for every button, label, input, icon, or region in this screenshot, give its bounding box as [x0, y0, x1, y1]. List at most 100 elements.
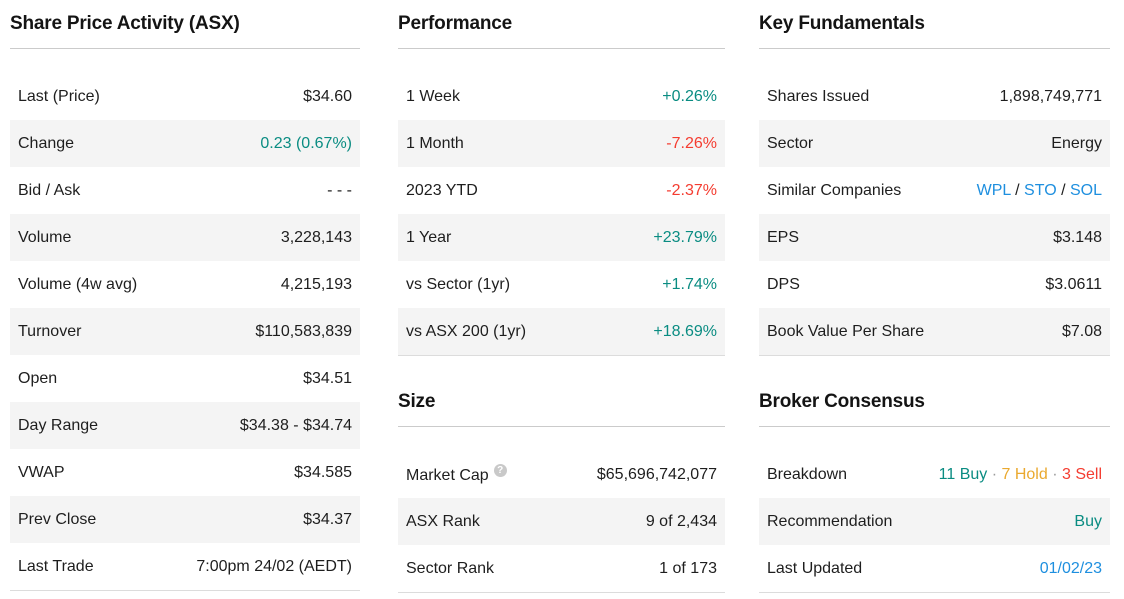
table-row: Last Trade 7:00pm 24/02 (AEDT) [10, 543, 360, 590]
row-value: $34.37 [303, 510, 352, 528]
section-title: Size [398, 390, 725, 427]
section-performance: Performance 1 Week +0.26% 1 Month -7.26% 2023… [398, 12, 725, 356]
row-label-text: Volume [18, 228, 72, 246]
table-row: EPS $3.148 [759, 214, 1110, 261]
row-label: DPS [767, 276, 800, 294]
row-label-text: Last (Price) [18, 87, 100, 105]
row-label-text: Turnover [18, 322, 82, 340]
section-rows: 1 Week +0.26% 1 Month -7.26% 2023 YTD -2.37% 1… [398, 73, 725, 356]
row-label-text: 1 Month [406, 134, 464, 152]
row-label-text: vs Sector (1yr) [406, 275, 511, 293]
slash-separator: / [1056, 181, 1070, 199]
table-row: Shares Issued 1,898,749,771 [759, 73, 1110, 120]
row-label: Day Range [18, 417, 98, 435]
table-row: vs Sector (1yr) +1.74% [398, 261, 725, 308]
slash-separator: / [1010, 181, 1025, 199]
row-label: 1 Year [406, 229, 451, 247]
table-row: Last Updated 01/02/23 [759, 545, 1110, 592]
column-performance-size: Performance 1 Week +0.26% 1 Month -7.26% 2023… [398, 12, 725, 593]
row-value: +0.26% [662, 87, 717, 105]
table-row: Market Cap? $65,696,742,077 [398, 451, 725, 498]
table-row: VWAP $34.585 [10, 449, 360, 496]
table-row: Sector Energy [759, 120, 1110, 167]
row-value: 11 Buy · 7 Hold · 3 Sell [939, 466, 1102, 484]
table-row: Change 0.23 (0.67%) [10, 120, 360, 167]
row-label: Change [18, 135, 74, 153]
row-value: - - - [327, 181, 352, 199]
similar-company-link-wpl[interactable]: WPL [976, 181, 1011, 199]
row-label-text: ASX Rank [406, 512, 480, 530]
similar-company-link-sto[interactable]: STO [1024, 181, 1057, 199]
row-value: -7.26% [666, 134, 717, 152]
section-broker-consensus: Broker Consensus Breakdown 11 Buy · 7 Hold… [759, 390, 1110, 593]
row-value: +18.69% [653, 322, 717, 340]
row-label: Sector Rank [406, 560, 494, 578]
row-value: -2.37% [666, 181, 717, 199]
row-label: Market Cap? [406, 464, 507, 485]
row-label-text: 1 Year [406, 228, 452, 246]
row-value: 1 of 173 [659, 559, 717, 577]
row-value: 0.23 (0.67%) [260, 134, 352, 152]
row-value: Buy [1074, 512, 1102, 530]
similar-company-link-sol[interactable]: SOL [1069, 181, 1102, 199]
row-value: 7:00pm 24/02 (AEDT) [196, 557, 352, 575]
table-row: Volume (4w avg) 4,215,193 [10, 261, 360, 308]
row-value: $3.148 [1053, 228, 1102, 246]
row-label: ASX Rank [406, 513, 480, 531]
row-label-text: Sector Rank [406, 559, 495, 577]
row-label: Open [18, 370, 57, 388]
table-row: Day Range $34.38 - $34.74 [10, 402, 360, 449]
row-label: Last Updated [767, 560, 862, 578]
row-label: Turnover [18, 323, 81, 341]
row-label-text: Recommendation [767, 512, 893, 530]
section-rows: Market Cap? $65,696,742,077 ASX Rank 9 of 2… [398, 451, 725, 593]
row-label: Bid / Ask [18, 182, 80, 200]
row-label-text: Open [18, 369, 58, 387]
row-label: vs Sector (1yr) [406, 276, 510, 294]
row-label: EPS [767, 229, 799, 247]
row-value: $34.60 [303, 87, 352, 105]
section-title: Broker Consensus [759, 390, 1110, 427]
row-label: Last Trade [18, 558, 94, 576]
row-label: Volume [18, 229, 71, 247]
row-label: Prev Close [18, 511, 96, 529]
row-label: Volume (4w avg) [18, 276, 137, 294]
row-label: 1 Month [406, 135, 464, 153]
table-row: Volume 3,228,143 [10, 214, 360, 261]
row-label-text: EPS [767, 228, 800, 246]
row-label-text: 2023 YTD [406, 181, 478, 199]
row-label-text: Day Range [18, 416, 99, 434]
help-icon[interactable]: ? [493, 464, 507, 477]
column-share-price: Share Price Activity (ASX) Last (Price) $3… [10, 12, 360, 593]
row-label-text: Last Updated [767, 559, 863, 577]
row-label-text: 1 Week [406, 87, 460, 105]
buy-count: 11 Buy [938, 465, 988, 483]
row-value: $110,583,839 [255, 322, 352, 340]
dot-separator: · [1047, 465, 1062, 483]
row-label: Similar Companies [767, 182, 901, 200]
section-title: Share Price Activity (ASX) [10, 12, 360, 49]
row-value: 9 of 2,434 [645, 512, 717, 530]
section-title: Performance [398, 12, 725, 49]
row-label-text: Breakdown [767, 465, 848, 483]
section-key-fundamentals: Key Fundamentals Shares Issued 1,898,749,7… [759, 12, 1110, 356]
hold-count: 7 Hold [1001, 465, 1048, 483]
row-label-text: vs ASX 200 (1yr) [406, 322, 527, 340]
row-label-text: Shares Issued [767, 87, 870, 105]
table-row: Prev Close $34.37 [10, 496, 360, 543]
row-label-text: Sector [767, 134, 814, 152]
row-label-text: DPS [767, 275, 800, 293]
table-row: vs ASX 200 (1yr) +18.69% [398, 308, 725, 355]
row-value: 1,898,749,771 [999, 87, 1102, 105]
row-label-text: VWAP [18, 463, 65, 481]
row-value: Energy [1051, 134, 1102, 152]
row-value[interactable]: 01/02/23 [1039, 559, 1102, 577]
row-label: Last (Price) [18, 88, 100, 106]
section-title: Key Fundamentals [759, 12, 1110, 49]
row-label-text: Market Cap [406, 467, 489, 484]
sell-count: 3 Sell [1061, 465, 1102, 483]
table-row: 2023 YTD -2.37% [398, 167, 725, 214]
section-rows: Shares Issued 1,898,749,771 Sector Energy Si… [759, 73, 1110, 356]
table-row: 1 Week +0.26% [398, 73, 725, 120]
row-label-text: Volume (4w avg) [18, 275, 138, 293]
